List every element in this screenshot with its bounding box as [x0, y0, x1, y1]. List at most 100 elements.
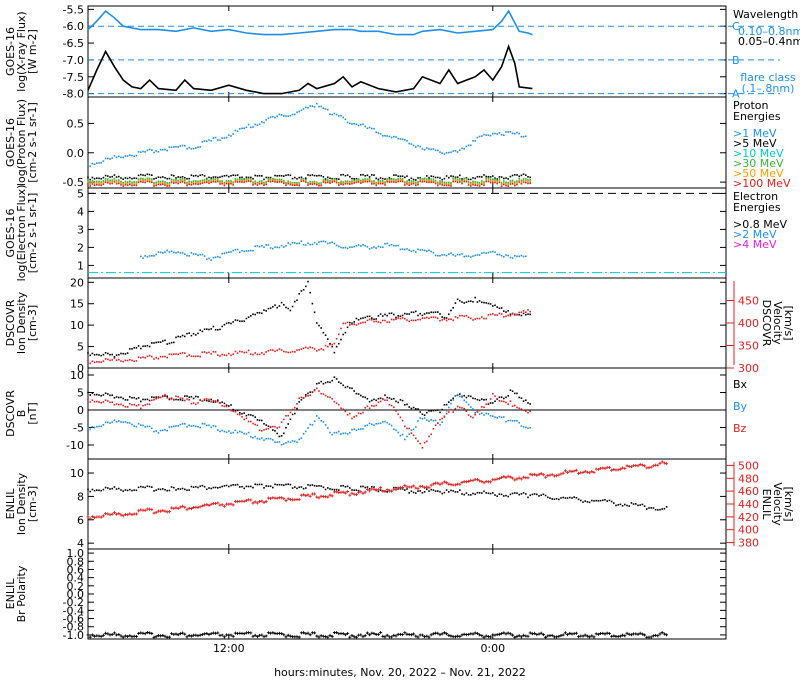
data-point: [250, 485, 252, 488]
data-point: [254, 423, 256, 426]
data-point: [421, 249, 424, 251]
data-point: [245, 179, 248, 181]
data-point: [360, 322, 362, 324]
data-point: [188, 489, 190, 491]
data-point: [651, 464, 655, 468]
data-point: [186, 355, 188, 358]
data-point: [210, 426, 212, 429]
data-point: [199, 181, 201, 184]
data-point: [280, 632, 284, 636]
data-point: [98, 394, 100, 396]
data-point: [201, 351, 204, 354]
data-point: [137, 181, 140, 184]
data-point: [390, 398, 393, 400]
data-point: [483, 182, 485, 185]
data-point: [511, 476, 515, 480]
data-point: [300, 240, 303, 243]
data-point: [456, 253, 459, 256]
data-point: [294, 412, 296, 415]
data-point: [126, 155, 129, 157]
data-point: [442, 480, 446, 484]
data-point: [338, 381, 340, 383]
data-point: [322, 421, 325, 423]
data-point: [188, 183, 190, 186]
data-point: [483, 181, 485, 183]
data-point: [265, 310, 267, 312]
data-point: [140, 485, 142, 488]
data-point: [243, 181, 245, 184]
series-dscovr-plasma-0: [87, 280, 531, 358]
data-point: [217, 328, 219, 331]
data-point: [662, 632, 666, 636]
data-point: [113, 155, 116, 157]
data-point: [353, 321, 355, 323]
data-point: [135, 404, 138, 407]
data-point: [283, 175, 285, 177]
data-point: [228, 408, 230, 411]
data-point: [377, 401, 380, 404]
data-point: [130, 635, 134, 639]
data-point: [507, 394, 509, 397]
data-point: [155, 489, 157, 492]
data-point: [393, 406, 395, 409]
data-point: [360, 123, 362, 126]
data-point: [331, 345, 333, 348]
data-point: [254, 181, 256, 184]
data-point: [393, 174, 395, 176]
data-point: [311, 424, 314, 426]
x-tick-label: 0:00: [480, 642, 505, 655]
data-point: [485, 412, 487, 415]
data-point: [199, 329, 201, 332]
data-point: [500, 400, 503, 402]
data-point: [517, 476, 521, 480]
data-point: [283, 179, 285, 182]
data-point: [109, 181, 111, 183]
data-point: [221, 182, 223, 185]
data-point: [412, 178, 415, 181]
data-point: [355, 317, 358, 320]
data-point: [342, 247, 344, 249]
data-point: [243, 432, 245, 435]
data-point: [107, 181, 109, 184]
data-point: [385, 488, 389, 492]
y-axis-label: DSCOVR: [4, 299, 17, 346]
data-point: [283, 443, 285, 445]
data-point: [157, 341, 160, 343]
data-point: [538, 495, 540, 497]
data-point: [377, 178, 380, 181]
data-point: [294, 242, 296, 244]
data-point: [146, 255, 149, 258]
data-point: [467, 144, 470, 147]
data-point: [269, 438, 272, 440]
data-point: [269, 349, 272, 351]
y-tick-label: 0.5: [67, 117, 85, 130]
data-point: [223, 485, 226, 487]
data-point: [640, 463, 644, 467]
data-point: [511, 132, 514, 135]
data-point: [377, 245, 380, 248]
data-point: [511, 492, 514, 495]
data-point: [584, 500, 586, 502]
data-point: [503, 255, 505, 258]
data-point: [503, 400, 505, 403]
data-point: [100, 489, 102, 492]
data-point: [404, 317, 406, 320]
data-point: [239, 320, 241, 323]
data-point: [436, 481, 440, 485]
data-point: [260, 633, 264, 637]
data-point: [478, 399, 481, 402]
data-point: [197, 254, 199, 257]
data-point: [199, 426, 201, 429]
data-point: [294, 351, 296, 353]
data-point: [129, 395, 131, 398]
data-point: [408, 433, 410, 435]
data-point: [261, 419, 263, 422]
data-point: [412, 406, 415, 409]
data-point: [338, 430, 340, 433]
data-point: [313, 389, 316, 392]
data-point: [522, 255, 525, 258]
data-point: [283, 304, 285, 306]
data-point: [335, 113, 338, 116]
data-point: [113, 177, 116, 180]
data-point: [429, 483, 433, 487]
